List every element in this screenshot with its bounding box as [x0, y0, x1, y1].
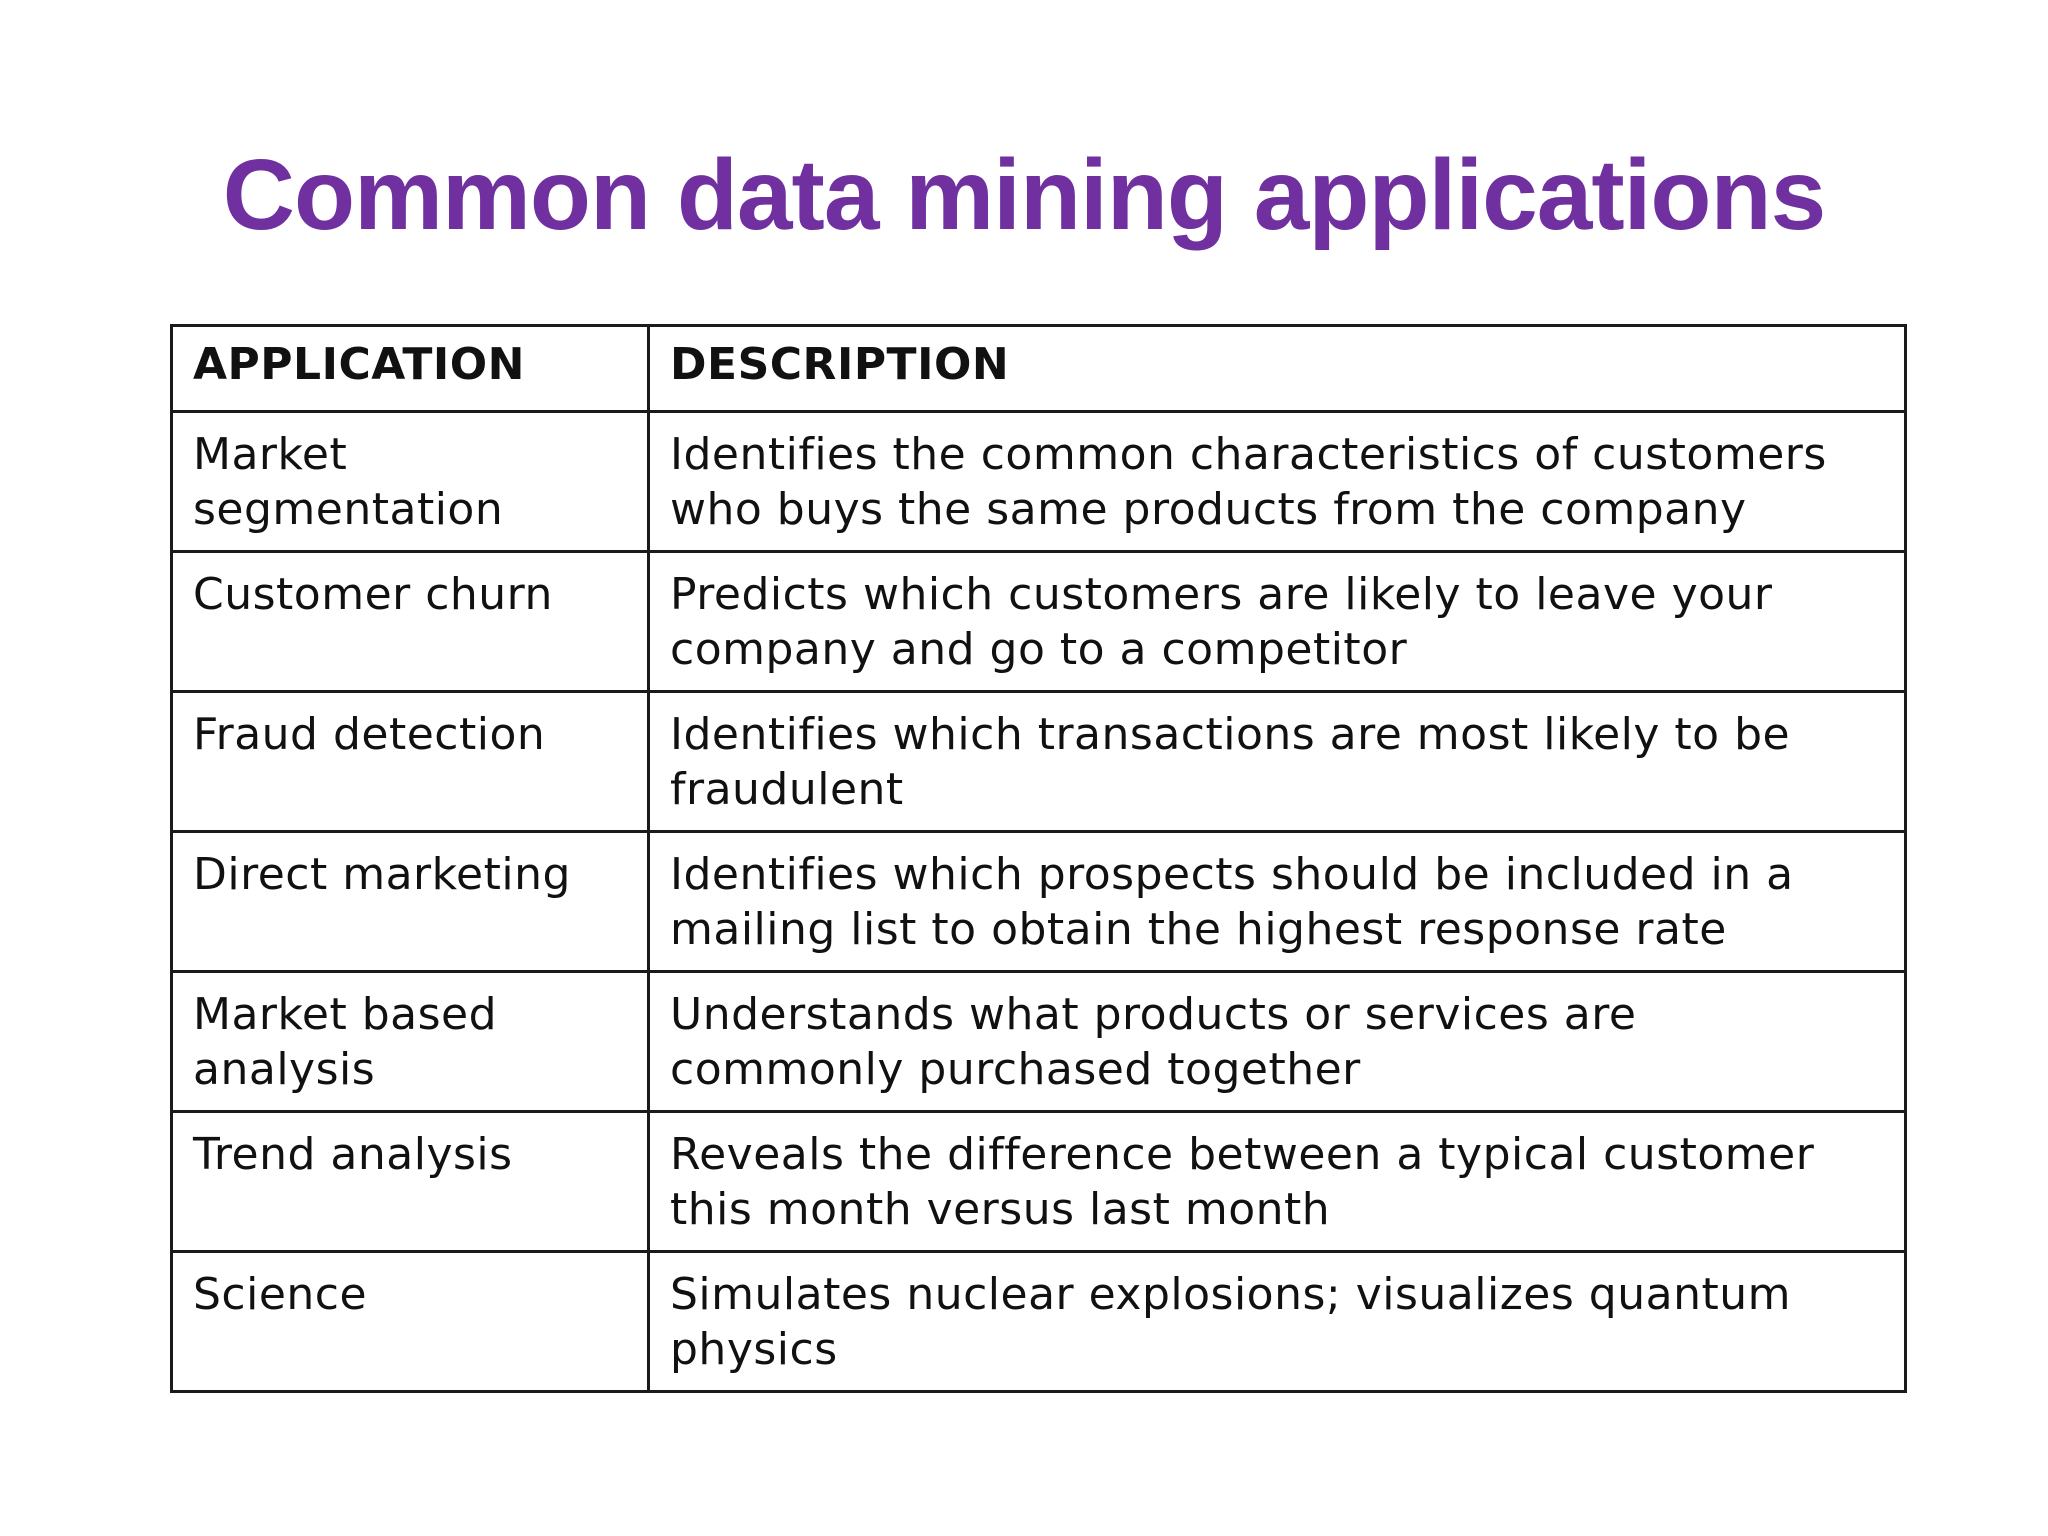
- table-row: Direct marketing Identifies which prospe…: [170, 830, 1907, 973]
- description-cell: Identifies the common characteristics of…: [647, 410, 1907, 553]
- header-description: DESCRIPTION: [647, 324, 1907, 413]
- table-row: Trend analysis Reveals the difference be…: [170, 1110, 1907, 1253]
- table-row: Fraud detection Identifies which transac…: [170, 690, 1907, 833]
- application-cell: Science: [170, 1250, 650, 1393]
- description-cell: Predicts which customers are likely to l…: [647, 550, 1907, 693]
- table-row: Customer churn Predicts which customers …: [170, 550, 1907, 693]
- applications-table: APPLICATION DESCRIPTION Market segmentat…: [170, 324, 1907, 1393]
- table-row: Market based analysis Understands what p…: [170, 970, 1907, 1113]
- slide-title: Common data mining applications: [222, 139, 1826, 251]
- description-cell: Understands what products or services ar…: [647, 970, 1907, 1113]
- application-cell: Fraud detection: [170, 690, 650, 833]
- application-cell: Market segmentation: [170, 410, 650, 553]
- application-cell: Direct marketing: [170, 830, 650, 973]
- application-cell: Trend analysis: [170, 1110, 650, 1253]
- table-row: Science Simulates nuclear explosions; vi…: [170, 1250, 1907, 1393]
- application-cell: Market based analysis: [170, 970, 650, 1113]
- table-header-row: APPLICATION DESCRIPTION: [170, 324, 1907, 413]
- application-cell: Customer churn: [170, 550, 650, 693]
- description-cell: Reveals the difference between a typical…: [647, 1110, 1907, 1253]
- description-cell: Simulates nuclear explosions; visualizes…: [647, 1250, 1907, 1393]
- header-application: APPLICATION: [170, 324, 650, 413]
- description-cell: Identifies which prospects should be inc…: [647, 830, 1907, 973]
- description-cell: Identifies which transactions are most l…: [647, 690, 1907, 833]
- table-row: Market segmentation Identifies the commo…: [170, 410, 1907, 553]
